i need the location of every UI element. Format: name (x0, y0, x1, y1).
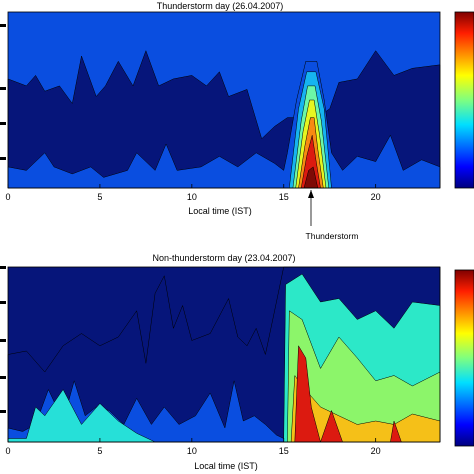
x-tick-label: 15 (279, 192, 289, 202)
bottom-panel: Non-thunderstorm day (23.04.2007) 0 5 10 15… (5, 253, 474, 471)
bottom-x-axis-label: Local time (IST) (194, 461, 258, 471)
thunderstorm-annotation: Thunderstorm (306, 231, 359, 241)
top-colorbar (454, 11, 474, 189)
bottom-chart-title: Non-thunderstorm day (23.04.2007) (152, 253, 295, 263)
bottom-colorbar (454, 269, 474, 447)
top-panel: Thunderstorm day (26.04.2007) 0 5 10 15 20 L… (5, 1, 474, 241)
x-tick-label: 10 (187, 192, 197, 202)
top-x-axis-label: Local time (IST) (188, 206, 252, 216)
left-tick-stubs (0, 24, 6, 413)
top-x-ticks: 0 5 10 15 20 (5, 184, 381, 202)
contour-level-2 (7, 61, 441, 189)
x-tick-label: 20 (371, 446, 381, 456)
bottom-x-ticks: 0 5 10 15 20 (5, 438, 381, 456)
top-plot-frame (7, 11, 441, 189)
bottom-contour-plot (7, 266, 441, 443)
bottom-plot-frame (7, 266, 441, 443)
x-tick-label: 5 (97, 192, 102, 202)
x-tick-label: 0 (5, 192, 10, 202)
x-tick-label: 15 (279, 446, 289, 456)
x-tick-label: 0 (5, 446, 10, 456)
top-contour-plot (7, 12, 441, 189)
thunderstorm-arrow (308, 190, 314, 226)
x-tick-label: 20 (371, 192, 381, 202)
x-tick-label: 10 (187, 446, 197, 456)
top-chart-title: Thunderstorm day (26.04.2007) (157, 1, 284, 11)
x-tick-label: 5 (97, 446, 102, 456)
